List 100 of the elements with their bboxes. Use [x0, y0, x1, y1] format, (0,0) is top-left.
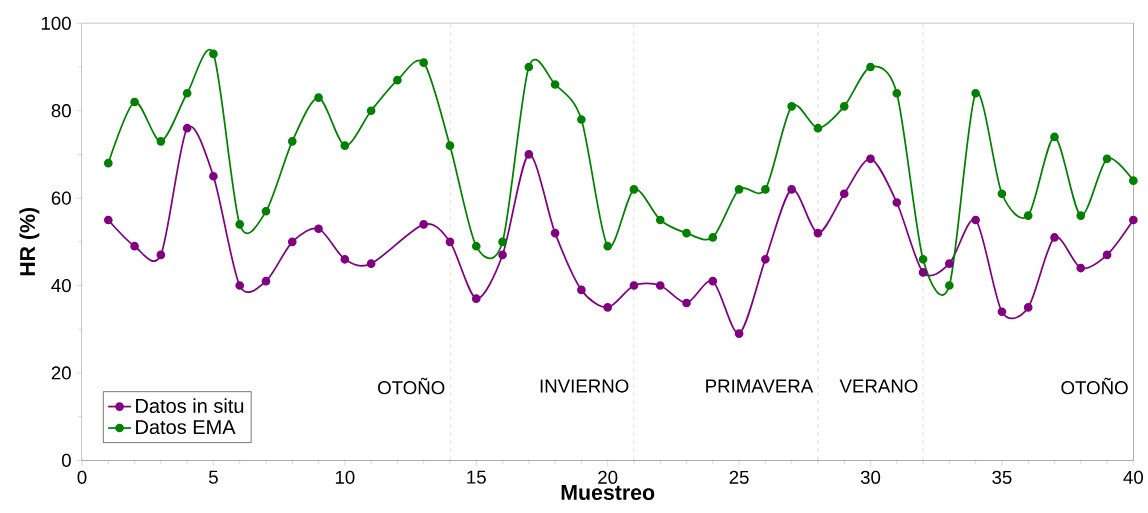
- point: [156, 136, 166, 146]
- band-label: INVIERNO: [540, 379, 629, 393]
- point: [103, 215, 113, 225]
- point: [182, 123, 192, 133]
- point: [156, 250, 166, 260]
- point: [1023, 211, 1033, 220]
- point: [524, 62, 534, 72]
- x-axis-title: Muestreo: [561, 484, 655, 500]
- point: [1050, 232, 1059, 242]
- legend-label: Datos in situ: [136, 398, 244, 413]
- point: [945, 259, 954, 268]
- y-tick-label: 100: [41, 16, 71, 30]
- band-label: OTOÑO: [1061, 377, 1128, 395]
- point: [945, 281, 954, 290]
- point: [1050, 132, 1059, 142]
- point: [892, 88, 902, 98]
- point: [734, 184, 744, 194]
- point: [550, 228, 560, 238]
- x-tick-label: 0: [77, 470, 87, 484]
- point: [866, 62, 875, 72]
- point: [130, 241, 139, 251]
- point: [577, 285, 586, 295]
- band-label: PRIMAVERA: [706, 379, 814, 393]
- point: [524, 149, 534, 159]
- point: [761, 184, 770, 194]
- point: [813, 228, 823, 238]
- point: [918, 267, 928, 277]
- y-tick-label: 20: [51, 366, 71, 380]
- point: [708, 232, 718, 242]
- point: [866, 154, 875, 163]
- point: [550, 80, 560, 89]
- point: [1102, 250, 1112, 260]
- point: [419, 58, 429, 67]
- point: [1129, 215, 1138, 225]
- point: [682, 228, 691, 238]
- point: [340, 141, 350, 150]
- point: [577, 114, 586, 124]
- point: [1023, 302, 1033, 312]
- x-tick-label: 30: [860, 470, 881, 484]
- y-axis-title: HR (%): [19, 207, 40, 276]
- x-tick-label: 10: [335, 470, 355, 484]
- x-tick-label: 20: [598, 470, 618, 484]
- point: [209, 171, 218, 181]
- point: [287, 136, 297, 146]
- band-label: OTOÑO: [378, 377, 445, 395]
- point: [603, 302, 613, 312]
- x-tick-label: 35: [992, 470, 1012, 484]
- x-tick-label: 5: [208, 470, 218, 484]
- point: [655, 281, 665, 290]
- point: [997, 307, 1007, 316]
- point: [682, 298, 691, 308]
- point: [235, 219, 245, 229]
- point: [787, 184, 796, 194]
- point: [813, 123, 823, 133]
- point: [1102, 154, 1112, 163]
- y-tick-label: 80: [51, 103, 71, 118]
- point: [209, 49, 218, 59]
- point: [261, 276, 271, 286]
- x-tick-label: 40: [1123, 470, 1143, 484]
- point: [498, 250, 507, 260]
- x-tick-label: 15: [467, 470, 486, 484]
- point: [918, 254, 928, 264]
- x-tick-label: 25: [729, 470, 749, 484]
- point: [287, 237, 297, 247]
- point: [471, 294, 481, 303]
- point: [314, 224, 323, 233]
- point: [971, 215, 980, 225]
- point: [629, 281, 639, 290]
- point: [1129, 176, 1138, 185]
- y-tick-label: 60: [51, 191, 71, 205]
- point: [997, 189, 1007, 198]
- point: [445, 237, 455, 247]
- point: [708, 276, 718, 286]
- point: [393, 75, 402, 85]
- point: [314, 93, 323, 102]
- point: [235, 281, 245, 290]
- point: [971, 88, 980, 98]
- point: [655, 215, 665, 225]
- point: [734, 329, 744, 338]
- point: [419, 219, 429, 229]
- point: [839, 101, 849, 111]
- point: [103, 158, 113, 168]
- y-tick-label: 40: [51, 278, 71, 292]
- point: [839, 189, 849, 198]
- point: [182, 88, 192, 98]
- point: [787, 101, 796, 111]
- point: [761, 254, 770, 264]
- point: [1076, 211, 1086, 220]
- point: [261, 206, 271, 216]
- point: [130, 97, 139, 107]
- point: [1076, 263, 1086, 273]
- y-tick-label: 0: [61, 453, 71, 467]
- point: [471, 241, 481, 251]
- point: [366, 106, 376, 115]
- point: [445, 141, 455, 150]
- band-label: VERANO: [839, 379, 918, 393]
- point: [498, 237, 507, 247]
- legend-label: Datos EMA: [136, 420, 236, 434]
- point: [629, 184, 639, 194]
- point: [340, 254, 350, 264]
